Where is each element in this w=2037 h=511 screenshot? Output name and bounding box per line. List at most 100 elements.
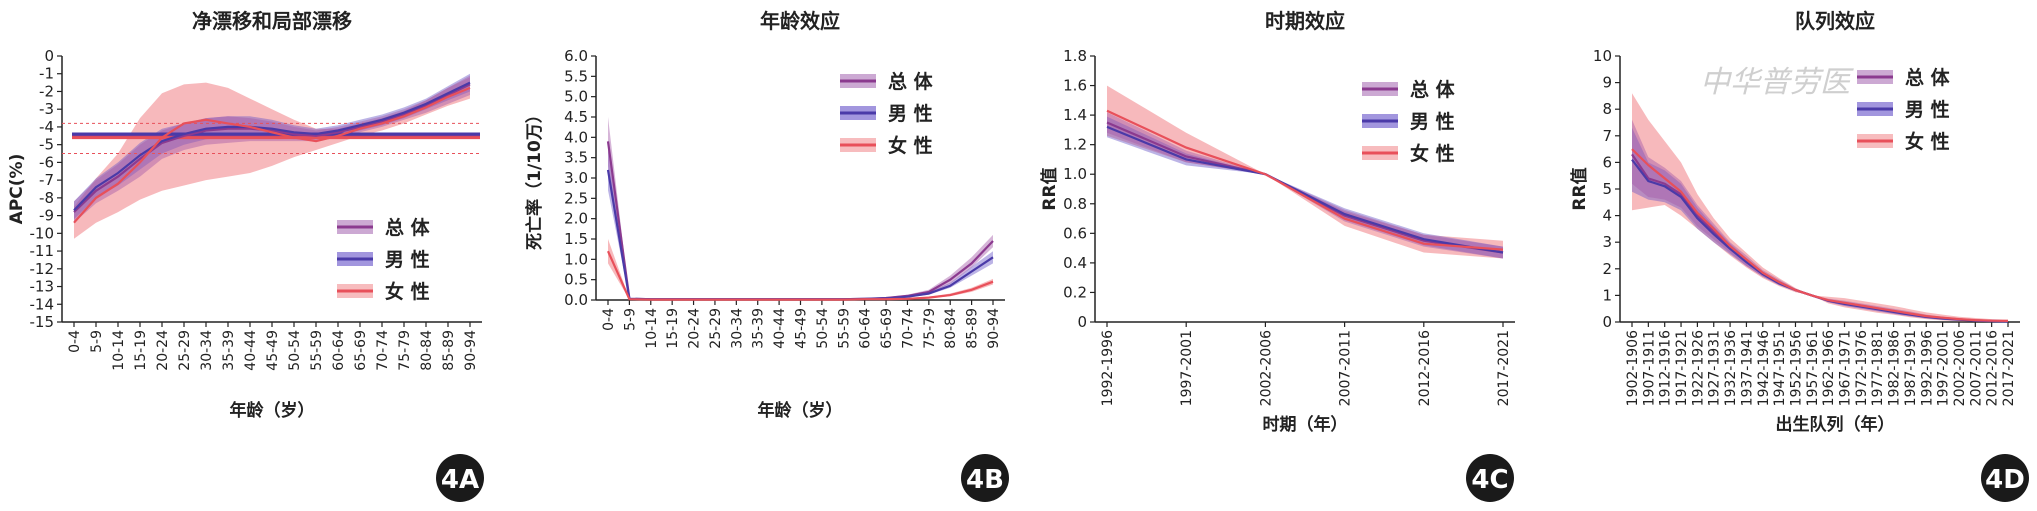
y-tick-label: -6 [39, 153, 54, 171]
legend-label-男性: 男 性 [1905, 98, 1950, 121]
badge-circle [1466, 454, 1514, 502]
x-tick-label: 1992-1996 [1100, 330, 1116, 406]
y-tick-label: 1.0 [564, 250, 588, 268]
x-tick-label: 5-9 [89, 330, 105, 353]
legend-label-女性: 女 性 [1905, 130, 1950, 153]
y-tick-label: -11 [30, 242, 55, 260]
chart-title: 时期效应 [1265, 9, 1345, 33]
y-tick-label: 9 [1602, 74, 1612, 92]
ci-band-总体 [1107, 112, 1503, 259]
y-tick-label: 4.0 [564, 128, 588, 146]
x-tick-label: 30-34 [729, 308, 745, 349]
y-tick-label: -15 [30, 313, 55, 331]
legend-label-总体: 总 体 [1410, 78, 1456, 101]
y-tick-label: -12 [30, 260, 55, 278]
panel-badge: 4C [1466, 454, 1514, 502]
x-tick-label: 5-9 [622, 308, 638, 331]
series-line-女性 [1106, 109, 1504, 251]
y-tick-label: 5 [1602, 180, 1612, 198]
y-tick-label: -3 [39, 100, 54, 118]
y-axis-label: RR值 [1569, 167, 1590, 210]
y-tick-label: -1 [39, 65, 54, 83]
x-tick-label: 1987-1991 [1903, 330, 1919, 406]
badge-label: 4A [441, 465, 479, 495]
legend-label-总体: 总 体 [888, 70, 934, 93]
x-tick-label: 2017-2021 [1496, 330, 1512, 406]
y-tick-label: 1.8 [1063, 47, 1087, 65]
y-tick-label: 2 [1602, 260, 1612, 278]
y-tick-label: 5.5 [564, 67, 588, 85]
x-tick-label: 80-84 [419, 330, 435, 371]
ci-band-总体 [1632, 119, 2008, 322]
badge-label: 4D [1985, 465, 2025, 495]
x-tick-label: 20-24 [155, 330, 171, 371]
x-tick-label: 1927-1931 [1707, 330, 1723, 406]
x-tick-label: 2012-2016 [1417, 330, 1433, 406]
y-tick-label: 3.0 [564, 169, 588, 187]
y-tick-label: 1.5 [564, 230, 588, 248]
ci-band-女性 [74, 77, 470, 239]
y-tick-label: 4.5 [564, 108, 588, 126]
y-tick-label: 6.0 [564, 47, 588, 65]
x-tick-label: 2012-2016 [1985, 330, 2001, 406]
x-tick-label: 45-49 [794, 308, 810, 349]
y-tick-label: 0.6 [1063, 224, 1087, 242]
badge-circle [436, 454, 484, 502]
x-tick-label: 40-44 [243, 330, 259, 371]
x-tick-label: 10-14 [644, 308, 660, 349]
series-line-男性 [1106, 125, 1504, 254]
y-tick-label: -8 [39, 189, 54, 207]
x-axis-label: 年龄（岁） [758, 400, 843, 421]
x-tick-label: 30-34 [199, 330, 215, 371]
panel-4D: 队列效应 0 1 2 3 4 5 6 7 8 9 10 1902-1906 1907-1911 1912-1… [1569, 9, 2029, 502]
x-tick-label: 15-19 [133, 330, 149, 371]
y-tick-label: -14 [30, 295, 55, 313]
x-tick-label: 10-14 [111, 330, 127, 371]
y-tick-label: -4 [39, 118, 54, 136]
x-tick-label: 2002-2006 [1952, 330, 1968, 406]
x-tick-label: 2007-2011 [1338, 330, 1354, 406]
series-line-女性 [606, 250, 994, 301]
series-line-女性 [1631, 148, 2009, 322]
ci-band-总体 [608, 117, 993, 300]
panel-badge: 4B [961, 454, 1009, 502]
x-tick-label: 70-74 [375, 330, 391, 371]
x-tick-label: 50-54 [287, 330, 303, 371]
x-tick-label: 85-89 [441, 330, 457, 371]
legend-label-总体: 总 体 [1905, 66, 1951, 89]
y-tick-label: 2.0 [564, 210, 588, 228]
y-tick-label: 6 [1602, 153, 1612, 171]
x-tick-label: 25-29 [708, 308, 724, 349]
x-tick-label: 2007-2011 [1968, 330, 1984, 406]
chart-title: 净漂移和局部漂移 [192, 9, 352, 33]
x-tick-label: 20-24 [687, 308, 703, 349]
panel-badge: 4D [1981, 454, 2029, 502]
x-tick-label: 2017-2021 [2001, 330, 2017, 406]
panel-4A: 净漂移和局部漂移0-1-2-3-4-5-6-7-8-9-10-11-12-13-… [7, 9, 484, 502]
y-tick-label: 0.2 [1063, 283, 1087, 301]
x-tick-label: 55-59 [309, 330, 325, 371]
y-tick-label: 1 [1602, 286, 1612, 304]
y-tick-label: 2.5 [564, 189, 588, 207]
legend-label-女性: 女 性 [1410, 142, 1455, 165]
ci-band-男性 [1632, 127, 2008, 322]
x-tick-label: 60-64 [858, 308, 874, 349]
panel-badge: 4A [436, 454, 484, 502]
x-tick-label: 0-4 [67, 330, 83, 353]
badge-label: 4C [1471, 465, 1508, 495]
x-axis-label: 年龄（岁） [230, 400, 315, 421]
x-tick-label: 15-19 [665, 308, 681, 349]
panel-4C: 时期效应 0 0.2 0.4 0.6 0.8 1.0 1.2 1.4 1.6 1.8 1992-199… [1039, 9, 1515, 502]
legend-label-男性: 男 性 [1410, 110, 1455, 133]
y-tick-label: -5 [39, 136, 54, 154]
x-tick-label: 70-74 [900, 308, 916, 349]
y-tick-label: 1.4 [1063, 106, 1087, 124]
chart-title: 年龄效应 [760, 9, 840, 33]
x-tick-label: 75-79 [397, 330, 413, 371]
x-tick-label: 1992-1996 [1919, 330, 1935, 406]
x-tick-label: 1997-2001 [1936, 330, 1952, 406]
x-tick-label: 1917-1921 [1674, 330, 1690, 406]
y-tick-label: 0.8 [1063, 195, 1087, 213]
y-axis-label: 死亡率（1/10万） [524, 106, 545, 250]
